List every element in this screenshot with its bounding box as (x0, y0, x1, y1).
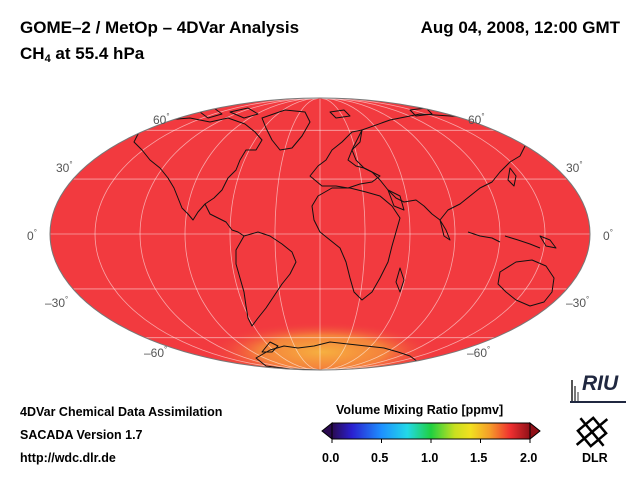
lat-label-60n-left: 60° (153, 112, 170, 127)
lat-label-60s-left: –60° (144, 345, 168, 360)
meridian-line (319, 98, 501, 370)
colorbar-tick-label: 0.5 (371, 451, 389, 465)
meridian-line (184, 98, 321, 370)
colorbar-tick-label: 2.0 (520, 451, 538, 465)
lat-label-eq-left: 0° (27, 228, 37, 243)
lat-label-60n-right: 60° (468, 112, 485, 127)
map-border (49, 97, 591, 371)
lat-label-30n-right: 30° (566, 160, 583, 175)
meridian-line (319, 98, 456, 370)
lat-label-30s-right: –30° (566, 295, 590, 310)
lat-label-30n-left: 30° (56, 160, 73, 175)
meridian-line (274, 98, 321, 370)
colorbar-over-arrow (529, 421, 541, 441)
riu-logo-text: RIU (582, 372, 619, 395)
species-level-title: CH4 at 55.4 hPa (20, 44, 144, 65)
lat-label-30s-left: –30° (45, 295, 69, 310)
footer-line-2: SACADA Version 1.7 (20, 428, 143, 442)
riu-logo-icon (570, 380, 626, 403)
meridian-line (94, 98, 321, 370)
meridian-line (319, 98, 411, 370)
lat-label-eq-right: 0° (603, 228, 613, 243)
colorbar (321, 421, 541, 443)
south-polar-anomaly (207, 322, 437, 370)
dlr-logo-text: DLR (582, 451, 608, 465)
colorbar-under-arrow (321, 421, 333, 441)
species-name: CH (20, 44, 45, 63)
datetime-label: Aug 04, 2008, 12:00 GMT (420, 18, 620, 37)
species-subscript: 4 (44, 53, 51, 65)
meridian-line (319, 98, 546, 370)
map-title: GOME–2 / MetOp – 4DVar Analysis (20, 18, 300, 37)
dlr-logo-icon (575, 416, 609, 448)
colorbar-tick-label: 1.0 (421, 451, 439, 465)
lat-label-60s-right: –60° (467, 345, 491, 360)
colorbar-tick-label: 1.5 (470, 451, 488, 465)
footer-url[interactable]: http://wdc.dlr.de (20, 451, 116, 465)
graticule (50, 98, 590, 370)
meridian-line (229, 98, 321, 370)
colorbar-title: Volume Mixing Ratio [ppmv] (336, 403, 504, 417)
colorbar-gradient (331, 422, 531, 440)
colorbar-tick-label: 0.0 (322, 451, 340, 465)
footer-line-1: 4DVar Chemical Data Assimilation (20, 405, 223, 419)
pressure-level: at 55.4 hPa (50, 44, 145, 63)
meridian-line (139, 98, 321, 370)
meridian-line (319, 98, 366, 370)
